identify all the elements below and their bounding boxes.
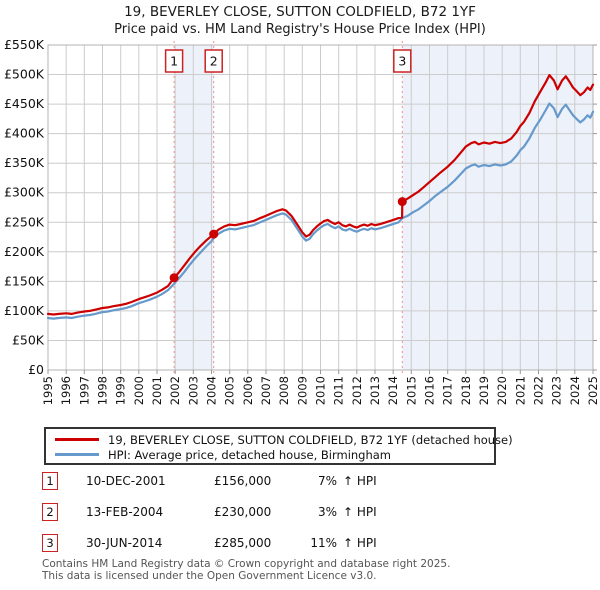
transaction-row: 3 30-JUN-2014 £285,000 11% ↑ HPI [42, 534, 582, 554]
footer-line-1: Contains HM Land Registry data © Crown c… [42, 558, 451, 570]
legend-entry-property: 19, BEVERLEY CLOSE, SUTTON COLDFIELD, B7… [55, 432, 513, 447]
transaction-hpi-direction: ↑ HPI [343, 474, 377, 488]
sale-marker-flag: 2 [204, 49, 223, 73]
svg-text:2008: 2008 [277, 376, 291, 405]
svg-text:2024: 2024 [568, 376, 582, 405]
legend-swatch-hpi-line [55, 453, 99, 456]
svg-text:2021: 2021 [513, 376, 527, 405]
transaction-date: 13-FEB-2004 [86, 505, 164, 519]
svg-text:2003: 2003 [186, 376, 200, 405]
transaction-hpi-delta: 7% [317, 474, 337, 488]
svg-text:£450K: £450K [4, 96, 45, 111]
svg-text:2019: 2019 [477, 376, 491, 405]
transaction-price: £285,000 [214, 536, 272, 550]
hpi-line [46, 102, 595, 320]
svg-text:£300K: £300K [4, 185, 45, 200]
svg-text:£150K: £150K [4, 273, 45, 288]
sale-points [169, 197, 407, 283]
legend-entry-hpi: HPI: Average price, detached house, Birm… [55, 447, 494, 462]
transaction-hpi-delta: 3% [317, 505, 337, 519]
svg-text:£0: £0 [28, 362, 44, 377]
transaction-date: 10-DEC-2001 [86, 474, 166, 488]
property-price-line [46, 73, 595, 316]
svg-text:2002: 2002 [168, 376, 182, 405]
legend-label-property: 19, BEVERLEY CLOSE, SUTTON COLDFIELD, B7… [108, 432, 513, 447]
svg-text:1998: 1998 [96, 376, 110, 405]
sale-marker-flag: 3 [393, 49, 412, 73]
svg-text:2015: 2015 [404, 376, 418, 405]
svg-text:2004: 2004 [205, 376, 219, 405]
sale-marker-flag: 1 [164, 49, 184, 73]
chart-legend: 19, BEVERLEY CLOSE, SUTTON COLDFIELD, B7… [44, 427, 513, 465]
y-axis-labels: £0 £50K £100K £150K £200K £250K £300K £350K £400… [4, 37, 45, 377]
svg-text:2013: 2013 [368, 376, 382, 405]
transaction-number-badge: 3 [42, 534, 58, 552]
svg-text:2006: 2006 [241, 376, 255, 405]
svg-text:2012: 2012 [350, 376, 364, 405]
svg-text:£100K: £100K [4, 303, 45, 318]
copyright-footer: Contains HM Land Registry data © Crown c… [42, 558, 450, 582]
svg-text:2022: 2022 [532, 376, 546, 405]
footer-line-2: This data is licensed under the Open Gov… [42, 570, 377, 582]
svg-text:2016: 2016 [423, 376, 437, 405]
transaction-price: £230,000 [214, 505, 272, 519]
transaction-hpi-direction: ↑ HPI [343, 505, 377, 519]
axis-ticks [47, 44, 597, 374]
svg-text:2001: 2001 [150, 376, 164, 405]
legend-label-hpi: HPI: Average price, detached house, Birm… [108, 447, 392, 462]
shaded-bands [174, 45, 594, 370]
svg-text:2011: 2011 [332, 376, 346, 405]
svg-text:2005: 2005 [223, 376, 237, 405]
svg-text:2: 2 [210, 54, 218, 69]
svg-text:2018: 2018 [459, 376, 473, 405]
svg-text:1999: 1999 [114, 376, 128, 405]
transaction-row: 1 10-DEC-2001 £156,000 7% ↑ HPI [42, 472, 582, 492]
svg-text:£250K: £250K [4, 214, 45, 229]
svg-text:1996: 1996 [59, 376, 73, 405]
svg-text:£50K: £50K [12, 333, 45, 348]
svg-text:1995: 1995 [41, 376, 55, 405]
page-title: 19, BEVERLEY CLOSE, SUTTON COLDFIELD, B7… [124, 4, 476, 20]
transaction-row: 2 13-FEB-2004 £230,000 3% ↑ HPI [42, 503, 582, 523]
svg-text:£200K: £200K [4, 244, 45, 259]
svg-text:2014: 2014 [386, 376, 400, 405]
svg-text:2025: 2025 [586, 376, 600, 405]
gridlines [47, 44, 594, 371]
legend-swatch-property-line [55, 438, 99, 441]
x-axis-labels: 1995 1996 1997 1998 1999 2000 2001 2002 2003 2004… [41, 376, 600, 405]
svg-text:£550K: £550K [4, 37, 45, 52]
svg-text:2007: 2007 [259, 376, 273, 405]
svg-text:2000: 2000 [132, 376, 146, 405]
transaction-price: £156,000 [214, 474, 272, 488]
svg-text:£350K: £350K [4, 155, 45, 170]
svg-text:1: 1 [170, 54, 178, 69]
transaction-hpi-delta: 11% [310, 536, 337, 550]
svg-text:2020: 2020 [495, 376, 509, 405]
svg-text:2009: 2009 [295, 376, 309, 405]
svg-text:1997: 1997 [77, 376, 91, 405]
transaction-date: 30-JUN-2014 [86, 536, 163, 550]
svg-text:2023: 2023 [550, 376, 564, 405]
svg-text:2017: 2017 [441, 376, 455, 405]
svg-text:2010: 2010 [314, 376, 328, 405]
price-history-chart: £0 £50K £100K £150K £200K £250K £300K £350K £400… [4, 37, 600, 405]
transaction-hpi-direction: ↑ HPI [343, 536, 377, 550]
svg-text:3: 3 [398, 54, 406, 69]
transaction-number-badge: 2 [42, 503, 58, 521]
transaction-number-badge: 1 [42, 472, 58, 490]
svg-text:£400K: £400K [4, 126, 45, 141]
svg-text:£500K: £500K [4, 67, 45, 82]
page-subtitle: Price paid vs. HM Land Registry's House … [114, 22, 486, 37]
